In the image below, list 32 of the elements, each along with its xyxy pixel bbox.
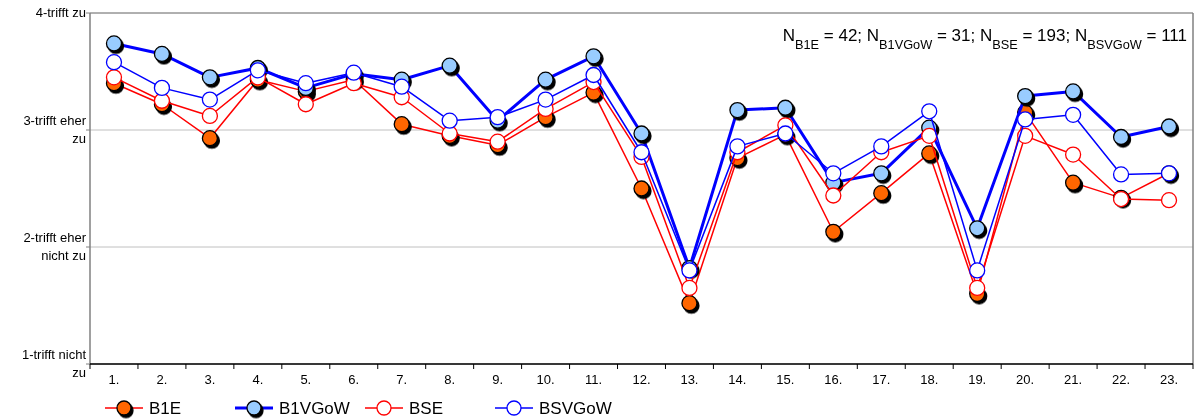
- y-tick-label: 2-trifft eher nicht zu: [23, 230, 87, 263]
- x-tick-label: 6.: [348, 372, 360, 387]
- x-tick-label: 16.: [824, 372, 843, 387]
- x-tick-label: 22.: [1112, 372, 1131, 387]
- x-tick-label: 9.: [492, 372, 504, 387]
- legend-label: BSVGoW: [539, 399, 612, 418]
- x-tick-label: 10.: [536, 372, 555, 387]
- x-tick-label: 13.: [680, 372, 699, 387]
- x-tick-label: 18.: [920, 372, 939, 387]
- y-tick-label: 4-trifft zu: [35, 5, 86, 20]
- legend-label: BSE: [409, 399, 444, 418]
- text: N$_{B1E}$ = 42; N$_{B1VGoW}$ = 31; N$_{BSE}$ = 193; N$_{BSVGoW}$ = 111: [782, 26, 1187, 52]
- x-tick-label: 3.: [204, 372, 216, 387]
- x-tick-label: 15.: [776, 372, 795, 387]
- x-tick-label: 5.: [300, 372, 312, 387]
- x-tick-label: 17.: [872, 372, 891, 387]
- x-tick-label: 21.: [1064, 372, 1083, 387]
- x-tick-label: 23.: [1159, 372, 1179, 387]
- x-tick-label: 1.: [108, 372, 120, 387]
- y-tick-label: 3-trifft eher zu: [23, 113, 87, 146]
- x-tick-label: 8.: [444, 372, 456, 387]
- x-tick-label: 19.: [968, 372, 987, 387]
- x-tick-label: 11.: [584, 372, 603, 387]
- x-tick-label: 12.: [632, 372, 651, 387]
- x-tick-label: 7.: [396, 372, 408, 387]
- legend-label: B1VGoW: [279, 399, 350, 418]
- y-tick-label: 1-trifft nicht zu: [21, 347, 87, 380]
- legend-label: B1E: [149, 399, 182, 418]
- x-tick-label: 2.: [156, 372, 168, 387]
- x-tick-label: 20.: [1016, 372, 1035, 387]
- x-tick-label: 14.: [728, 372, 747, 387]
- x-tick-label: 4.: [252, 372, 264, 387]
